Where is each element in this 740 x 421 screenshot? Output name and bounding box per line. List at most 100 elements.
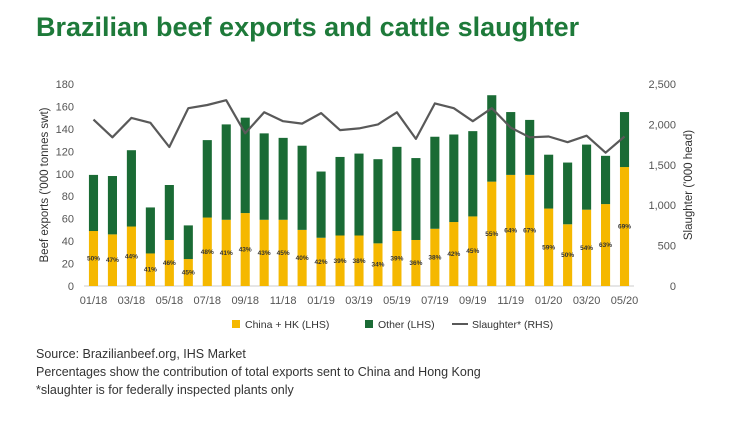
bar-other — [202, 140, 212, 218]
bar-other — [240, 117, 250, 214]
bar-china-hk — [506, 174, 516, 286]
percentage-label: 59% — [542, 244, 555, 251]
bar-other — [449, 134, 459, 223]
bar-china-hk — [107, 234, 117, 286]
x-tick-label: 03/20 — [573, 295, 601, 307]
bar-other — [278, 137, 288, 220]
y2-tick-label: 500 — [658, 241, 676, 253]
percentage-label: 45% — [277, 250, 290, 257]
bar-china-hk — [221, 219, 231, 286]
bar-other — [487, 95, 497, 182]
slaughter-note: *slaughter is for federally inspected pl… — [36, 383, 294, 397]
percentage-label: 69% — [618, 224, 631, 231]
percentage-label: 55% — [485, 231, 498, 238]
x-tick-label: 11/19 — [497, 295, 524, 307]
y-tick-label: 80 — [62, 191, 74, 203]
bar-other — [601, 155, 611, 205]
percentage-label: 36% — [409, 260, 422, 267]
percentage-label: 44% — [125, 253, 138, 260]
bar-china-hk — [487, 181, 497, 286]
bar-china-hk — [297, 229, 307, 286]
bar-china-hk — [373, 243, 383, 286]
left-axis: 0 20 40 60 80 100 120 140 160 180 — [56, 79, 74, 293]
bar-china-hk — [430, 228, 440, 286]
percentage-label: 38% — [428, 254, 441, 261]
y2-tick-label: 1,000 — [648, 200, 676, 212]
bar-other — [107, 176, 117, 235]
x-tick-label: 07/19 — [421, 295, 449, 307]
legend: China + HK (LHS) Other (LHS) Slaughter* … — [232, 319, 553, 331]
x-tick-label: 05/18 — [156, 295, 184, 307]
y-tick-label: 160 — [56, 101, 74, 113]
y2-tick-label: 1,500 — [648, 160, 676, 172]
y2-tick-label: 2,500 — [648, 79, 676, 91]
legend-other-label: Other (LHS) — [378, 319, 435, 331]
bar-other — [544, 154, 554, 209]
bar-china-hk — [335, 235, 345, 286]
slaughter-line — [92, 99, 626, 154]
y-tick-label: 180 — [56, 79, 74, 91]
bar-china-hk — [619, 167, 630, 286]
percentage-label: 45% — [466, 248, 479, 255]
percentage-labels: 50% 47% 44% 41% 46% 45% 48% 41% 43% 43% 45% 40% 42% 3… — [87, 224, 631, 277]
percentage-label: 48% — [201, 249, 214, 256]
percentage-label: 40% — [296, 255, 309, 262]
bar-china-hk — [240, 213, 250, 286]
bar-china-hk — [411, 239, 421, 286]
percentage-label: 43% — [258, 250, 271, 257]
percentage-label: 54% — [580, 245, 593, 252]
bar-china-hk — [449, 222, 459, 286]
bar-other — [297, 145, 307, 230]
bar-other — [183, 225, 193, 260]
x-axis: 01/18 03/18 05/18 07/18 09/18 11/18 01/19 03/19… — [80, 295, 639, 307]
bar-other — [316, 171, 326, 238]
bar-china-hk — [392, 231, 402, 286]
y2-tick-label: 2,000 — [648, 119, 676, 131]
y2-axis-title: Slaughter ('000 head) — [683, 130, 695, 240]
percentage-label: 39% — [390, 256, 403, 263]
bar-china-hk — [145, 253, 155, 286]
bar-china-hk — [544, 208, 554, 286]
bar-other — [619, 112, 630, 168]
source-note: Source: Brazilianbeef.org, IHS Market — [36, 347, 246, 361]
percentage-label: 42% — [315, 259, 328, 266]
bar-china-hk — [354, 235, 364, 286]
percentage-note: Percentages show the contribution of tot… — [36, 365, 481, 379]
percentage-label: 42% — [447, 251, 460, 258]
percentage-label: 50% — [87, 256, 100, 263]
bar-other — [563, 162, 573, 225]
y-tick-label: 40 — [62, 236, 74, 248]
bar-other — [373, 159, 383, 244]
bar-china-hk — [202, 217, 212, 286]
bar-china-hk — [563, 224, 573, 286]
bar-china-hk — [278, 219, 288, 286]
percentage-label: 64% — [504, 227, 517, 234]
y-tick-label: 120 — [56, 146, 74, 158]
percentage-label: 63% — [599, 242, 612, 249]
percentage-label: 41% — [144, 267, 157, 274]
y-tick-label: 20 — [62, 259, 74, 271]
bar-other — [430, 136, 440, 229]
bar-other — [354, 153, 364, 236]
legend-slaughter-label: Slaughter* (RHS) — [472, 319, 553, 331]
percentage-label: 45% — [182, 270, 195, 277]
percentage-label: 67% — [523, 227, 536, 234]
percentage-label: 43% — [239, 247, 252, 254]
x-tick-label: 03/18 — [118, 295, 146, 307]
bar-china-hk — [183, 259, 193, 286]
bar-china-hk — [316, 237, 326, 286]
bar-other — [468, 131, 478, 217]
bar-other — [126, 150, 136, 227]
x-tick-label: 05/20 — [611, 295, 639, 307]
bar-other — [392, 146, 402, 232]
bar-other — [145, 207, 155, 254]
legend-china-swatch — [232, 320, 240, 328]
right-axis: 0 500 1,000 1,500 2,000 2,500 — [648, 79, 676, 293]
bar-china-hk — [601, 204, 611, 286]
chart: 0 20 40 60 80 100 120 140 160 180 0 500 1,000 1,500 2… — [39, 79, 695, 331]
x-tick-label: 01/18 — [80, 295, 108, 307]
percentage-label: 39% — [334, 258, 347, 265]
x-tick-label: 09/19 — [459, 295, 487, 307]
bar-other — [525, 119, 535, 175]
x-tick-label: 11/18 — [270, 295, 297, 307]
